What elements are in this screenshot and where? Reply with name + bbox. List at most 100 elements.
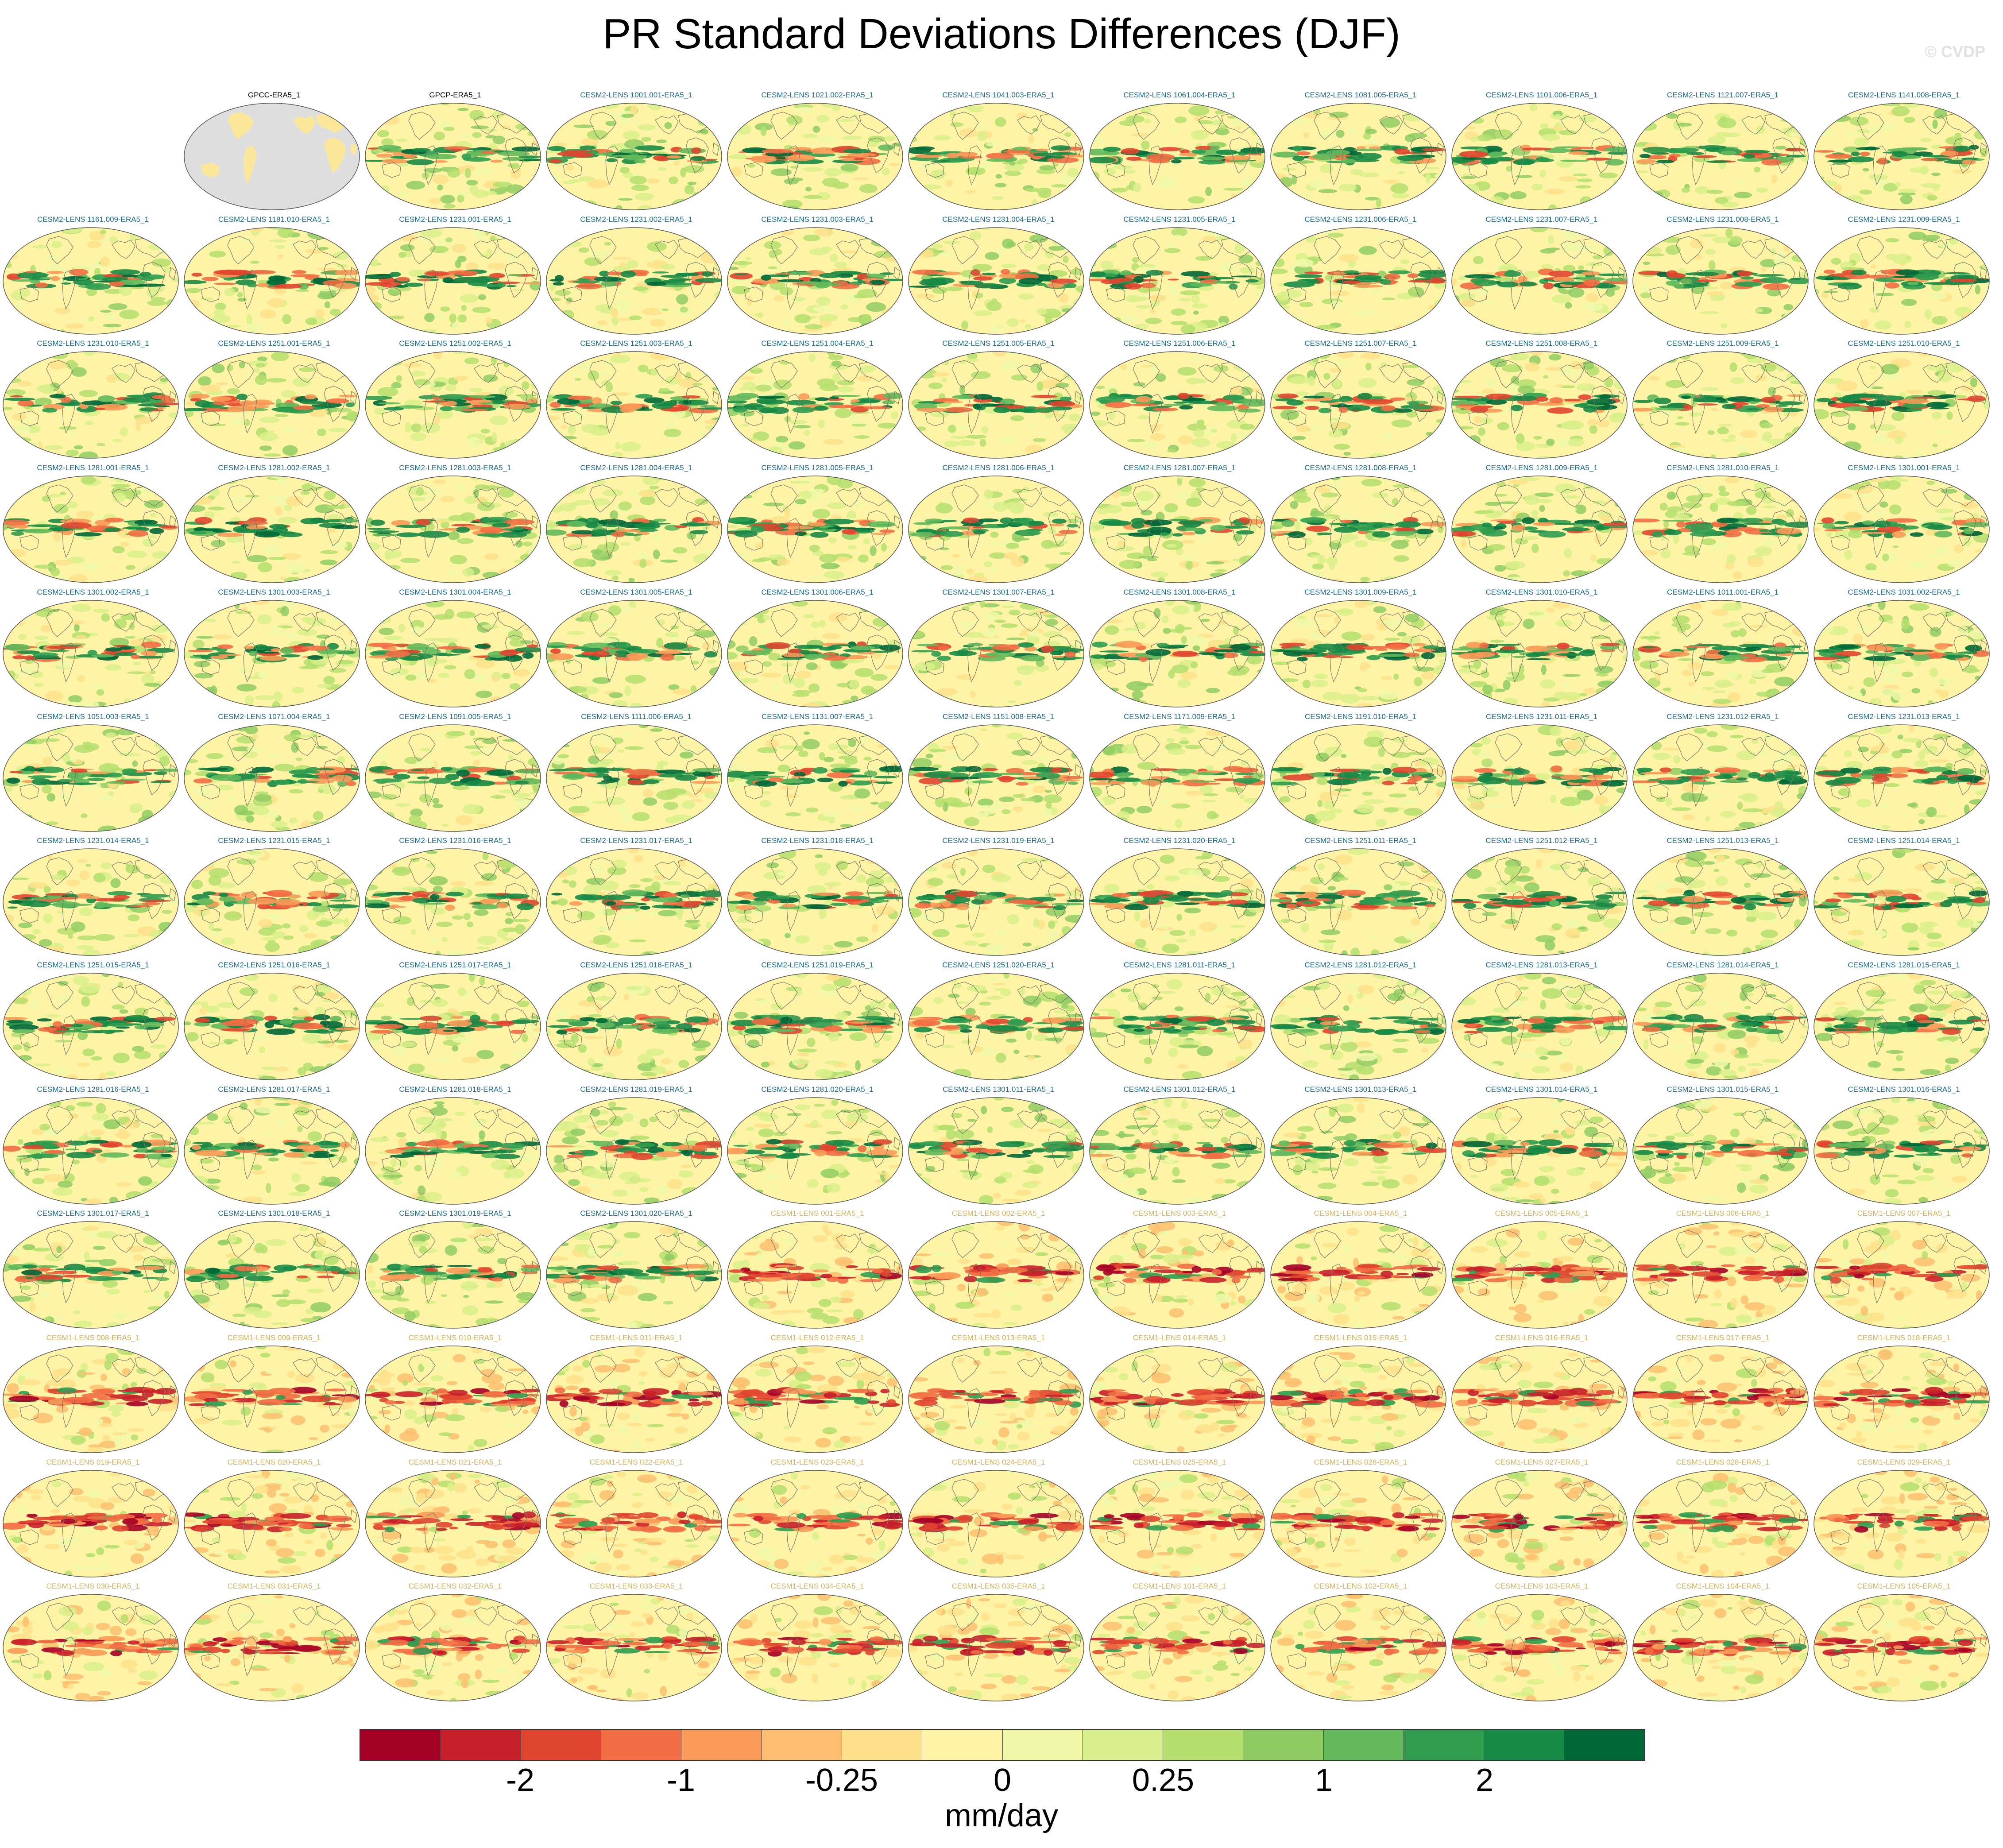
panel-title: CESM2-LENS 1111.006-ERA5_1 xyxy=(581,712,692,721)
world-map xyxy=(1632,1097,1809,1205)
world-map xyxy=(365,1594,541,1702)
panel-title: CESM2-LENS 1251.001-ERA5_1 xyxy=(218,339,330,348)
panel-title: CESM2-LENS 1281.010-ERA5_1 xyxy=(1667,464,1779,472)
panel-title: CESM2-LENS 1031.002-ERA5_1 xyxy=(1848,588,1960,596)
map-panel: CESM2-LENS 1251.015-ERA5_1 xyxy=(2,961,184,1085)
map-panel: CESM2-LENS 1231.014-ERA5_1 xyxy=(2,836,184,960)
panel-title: CESM2-LENS 1251.012-ERA5_1 xyxy=(1485,836,1598,845)
world-map xyxy=(546,848,722,956)
map-panel: CESM1-LENS 020-ERA5_1 xyxy=(183,1458,365,1582)
world-map xyxy=(3,600,179,707)
colorbar-tick-label: 2 xyxy=(1475,1763,1494,1798)
panel-title: CESM2-LENS 1281.006-ERA5_1 xyxy=(942,464,1055,472)
world-map xyxy=(908,1097,1084,1205)
world-map xyxy=(1632,1469,1809,1577)
panel-title: CESM2-LENS 1251.008-ERA5_1 xyxy=(1485,339,1598,348)
panel-title: GPCP-ERA5_1 xyxy=(429,91,481,99)
colorbar-box xyxy=(360,1730,441,1760)
map-panel: CESM2-LENS 1131.007-ERA5_1 xyxy=(727,712,908,836)
panel-title: CESM2-LENS 1281.019-ERA5_1 xyxy=(580,1085,692,1094)
panel-title: CESM2-LENS 1101.006-ERA5_1 xyxy=(1486,91,1597,99)
map-panel: CESM2-LENS 1231.012-ERA5_1 xyxy=(1632,712,1814,836)
panel-title: CESM2-LENS 1301.007-ERA5_1 xyxy=(942,588,1055,596)
colorbar-box xyxy=(1323,1730,1404,1760)
colorbar-tick-label: -0.25 xyxy=(805,1763,878,1798)
world-map xyxy=(1451,1345,1628,1453)
world-map xyxy=(727,600,903,707)
map-panel: CESM2-LENS 1281.009-ERA5_1 xyxy=(1451,464,1632,588)
panel-title: CESM2-LENS 1251.015-ERA5_1 xyxy=(37,960,149,969)
map-panel: CESM2-LENS 1281.011-ERA5_1 xyxy=(1089,961,1270,1085)
map-panel: CESM1-LENS 028-ERA5_1 xyxy=(1632,1458,1814,1582)
panel-title: CESM2-LENS 1301.015-ERA5_1 xyxy=(1667,1085,1779,1094)
panel-title: CESM2-LENS 1251.017-ERA5_1 xyxy=(399,960,511,969)
map-panel: CESM1-LENS 102-ERA5_1 xyxy=(1270,1582,1451,1706)
panel-title: CESM2-LENS 1231.018-ERA5_1 xyxy=(761,836,874,845)
colorbar-box xyxy=(1564,1730,1644,1760)
map-panel: CESM1-LENS 029-ERA5_1 xyxy=(1813,1458,1995,1582)
world-map xyxy=(1451,1469,1628,1577)
panel-title: CESM2-LENS 1301.018-ERA5_1 xyxy=(218,1209,330,1218)
world-map xyxy=(1451,103,1628,210)
world-map xyxy=(1632,724,1809,832)
world-map xyxy=(1814,227,1990,335)
world-map xyxy=(727,103,903,210)
panel-title: CESM2-LENS 1301.013-ERA5_1 xyxy=(1304,1085,1417,1094)
world-map xyxy=(1451,600,1628,707)
world-map xyxy=(908,351,1084,459)
panel-title: CESM1-LENS 018-ERA5_1 xyxy=(1857,1334,1951,1342)
map-panel: CESM2-LENS 1301.019-ERA5_1 xyxy=(364,1209,546,1333)
world-map xyxy=(546,1469,722,1577)
map-panel: CESM2-LENS 1301.004-ERA5_1 xyxy=(364,588,546,712)
panel-title: CESM2-LENS 1301.012-ERA5_1 xyxy=(1123,1085,1236,1094)
panel-title: CESM1-LENS 011-ERA5_1 xyxy=(590,1334,683,1342)
world-map xyxy=(3,973,179,1080)
map-panel: CESM2-LENS 1231.009-ERA5_1 xyxy=(1813,215,1995,339)
world-map xyxy=(1451,1097,1628,1205)
panel-title: CESM2-LENS 1041.003-ERA5_1 xyxy=(942,91,1055,99)
world-map xyxy=(1270,848,1446,956)
panel-title: CESM1-LENS 033-ERA5_1 xyxy=(589,1582,683,1591)
map-panel: CESM2-LENS 1231.003-ERA5_1 xyxy=(727,215,908,339)
world-map xyxy=(365,1345,541,1453)
map-panel: CESM2-LENS 1301.006-ERA5_1 xyxy=(727,588,908,712)
panel-title: CESM2-LENS 1251.019-ERA5_1 xyxy=(761,960,874,969)
world-map xyxy=(1089,973,1265,1080)
panel-title: CESM2-LENS 1281.011-ERA5_1 xyxy=(1124,960,1235,969)
colorbar-tick-label: 1 xyxy=(1315,1763,1333,1798)
panel-title: CESM2-LENS 1231.013-ERA5_1 xyxy=(1848,712,1960,721)
panel-title: CESM1-LENS 104-ERA5_1 xyxy=(1676,1582,1770,1591)
world-map xyxy=(184,1345,360,1453)
map-panel: CESM1-LENS 009-ERA5_1 xyxy=(183,1334,365,1458)
panel-title: CESM2-LENS 1091.005-ERA5_1 xyxy=(399,712,511,721)
panel-title: CESM2-LENS 1251.020-ERA5_1 xyxy=(942,960,1055,969)
panel-title: CESM2-LENS 1231.005-ERA5_1 xyxy=(1123,215,1236,224)
map-panel: CESM1-LENS 021-ERA5_1 xyxy=(364,1458,546,1582)
world-map xyxy=(3,1594,179,1702)
world-map xyxy=(546,1097,722,1205)
map-panel: CESM2-LENS 1231.006-ERA5_1 xyxy=(1270,215,1451,339)
world-map xyxy=(1632,103,1809,210)
map-panel: CESM2-LENS 1151.008-ERA5_1 xyxy=(908,712,1089,836)
map-panel: CESM2-LENS 1281.020-ERA5_1 xyxy=(727,1085,908,1209)
panel-title: CESM2-LENS 1231.009-ERA5_1 xyxy=(1848,215,1960,224)
map-panel: CESM2-LENS 1301.018-ERA5_1 xyxy=(183,1209,365,1333)
panel-title: CESM2-LENS 1301.008-ERA5_1 xyxy=(1123,588,1236,596)
world-map xyxy=(1089,1594,1265,1702)
map-panel: CESM2-LENS 1231.001-ERA5_1 xyxy=(364,215,546,339)
panel-title: CESM2-LENS 1011.001-ERA5_1 xyxy=(1667,588,1779,596)
panel-title: CESM1-LENS 035-ERA5_1 xyxy=(951,1582,1045,1591)
world-map xyxy=(1814,1221,1990,1329)
panel-title: CESM2-LENS 1231.011-ERA5_1 xyxy=(1486,712,1597,721)
panel-title: CESM1-LENS 026-ERA5_1 xyxy=(1314,1458,1408,1466)
world-map xyxy=(184,973,360,1080)
world-map xyxy=(908,1345,1084,1453)
world-map xyxy=(1270,600,1446,707)
map-panel: CESM1-LENS 018-ERA5_1 xyxy=(1813,1334,1995,1458)
map-panel: CESM2-LENS 1281.018-ERA5_1 xyxy=(364,1085,546,1209)
colorbar-box xyxy=(1163,1730,1244,1760)
map-panel: CESM2-LENS 1301.007-ERA5_1 xyxy=(908,588,1089,712)
map-panel: CESM2-LENS 1251.017-ERA5_1 xyxy=(364,961,546,1085)
world-map xyxy=(1632,600,1809,707)
map-panel: CESM1-LENS 023-ERA5_1 xyxy=(727,1458,908,1582)
